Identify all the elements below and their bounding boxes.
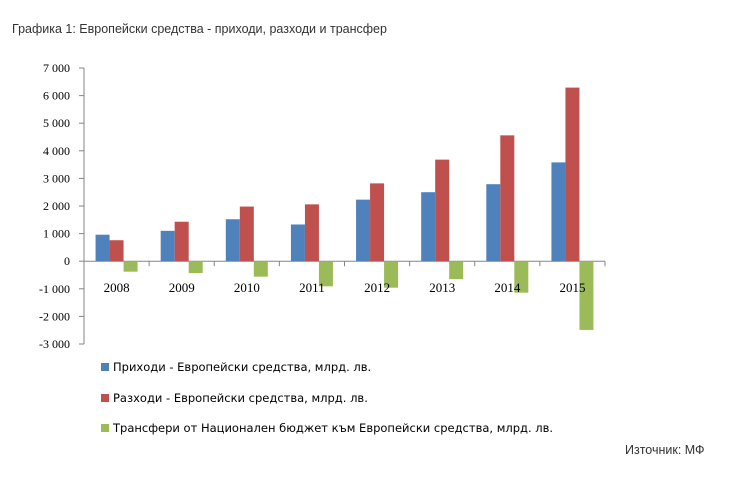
legend-swatch — [101, 363, 109, 371]
bar-revenue-2008 — [95, 234, 110, 262]
x-category-label: 2011 — [299, 280, 325, 295]
axes — [79, 67, 606, 345]
y-tick-label: 7 000 — [43, 61, 70, 75]
bar-expense-2010 — [239, 206, 254, 262]
y-tick-label: 5 000 — [43, 116, 70, 130]
bar-revenue-2015 — [551, 162, 566, 262]
bar-expense-2008 — [109, 240, 124, 262]
legend-label: Разходи - Европейски средства, млрд. лв. — [113, 391, 368, 405]
bar-revenue-2010 — [225, 219, 240, 262]
legend-swatch — [101, 394, 109, 402]
y-tick-label: -3 000 — [39, 337, 70, 351]
y-tick-label: 0 — [64, 254, 70, 268]
bars — [95, 87, 594, 330]
x-category-label: 2015 — [559, 280, 585, 295]
bar-transfer-2010 — [253, 261, 268, 277]
x-category-label: 2009 — [169, 280, 195, 295]
x-category-label: 2014 — [494, 280, 521, 295]
bar-transfer-2011 — [318, 261, 333, 287]
y-tick-label: 6 000 — [43, 89, 70, 103]
bar-transfer-2012 — [384, 261, 399, 288]
y-tick-label: -1 000 — [39, 282, 70, 296]
x-category-label: 2012 — [364, 280, 390, 295]
legend-label: Трансфери от Национален бюджет към Европ… — [112, 421, 553, 435]
bar-transfer-2009 — [188, 261, 203, 274]
x-category-label: 2013 — [429, 280, 455, 295]
x-category-label: 2008 — [104, 280, 130, 295]
y-tick-label: 4 000 — [43, 144, 70, 158]
bar-revenue-2013 — [421, 192, 436, 262]
bar-expense-2009 — [174, 221, 189, 262]
bar-transfer-2015 — [579, 261, 594, 330]
y-tick-label: 1 000 — [43, 227, 70, 241]
bar-transfer-2013 — [449, 261, 464, 280]
bar-expense-2015 — [565, 87, 580, 262]
bar-revenue-2011 — [290, 224, 305, 262]
bar-expense-2011 — [304, 204, 319, 262]
chart-title: Графика 1: Европейски средства - приходи… — [12, 22, 387, 36]
legend-label: Приходи - Европейски средства, млрд. лв. — [113, 360, 371, 374]
legend-swatch — [101, 424, 109, 432]
y-tick-label: 3 000 — [43, 171, 70, 185]
y-tick-label: 2 000 — [43, 199, 70, 213]
bar-revenue-2014 — [486, 184, 501, 262]
y-tick-label: -2 000 — [39, 309, 70, 323]
bar-expense-2012 — [370, 183, 385, 262]
legend: Приходи - Европейски средства, млрд. лв.… — [101, 360, 553, 435]
bar-revenue-2012 — [356, 199, 371, 262]
bar-transfer-2014 — [514, 261, 529, 293]
bar-expense-2014 — [500, 135, 515, 262]
source-note: Източник: МФ — [625, 443, 705, 457]
bar-expense-2013 — [435, 159, 450, 262]
bar-transfer-2008 — [123, 261, 138, 272]
x-category-label: 2010 — [234, 280, 260, 295]
axis-labels: 7 000 6 000 5 000 4 000 3 000 2 000 1 000 0 -1 0… — [39, 61, 585, 351]
bar-revenue-2009 — [160, 230, 175, 262]
